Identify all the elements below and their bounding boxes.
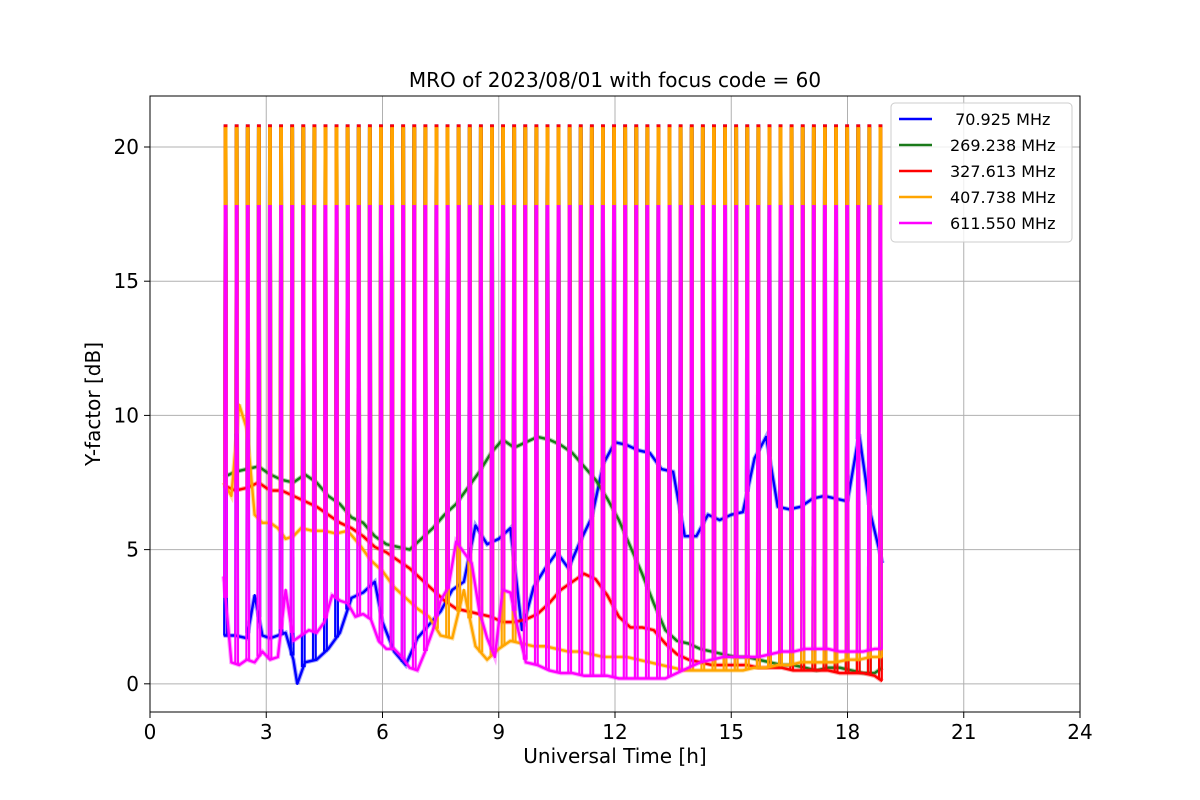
series-noise-band xyxy=(222,479,884,683)
calibration-spike xyxy=(311,204,317,633)
series-baseline-line xyxy=(223,481,884,683)
calibration-spike xyxy=(600,204,606,676)
calibration-spike xyxy=(467,204,473,561)
calibration-spike xyxy=(766,204,772,655)
series-noise-band xyxy=(222,434,884,676)
calibration-spike xyxy=(533,204,539,665)
legend-label: 327.613 MHz xyxy=(950,162,1055,181)
series-layer xyxy=(221,124,885,686)
legend-label: 611.550 MHz xyxy=(950,214,1055,233)
chart-title: MRO of 2023/08/01 with focus code = 60 xyxy=(409,68,821,92)
calibration-spike xyxy=(678,204,684,672)
legend: 70.925 MHz 269.238 MHz 327.613 MHz 407.738 … xyxy=(890,102,1073,243)
calibration-spike xyxy=(877,204,883,649)
calibration-spike xyxy=(367,204,373,619)
calibration-spike xyxy=(289,204,295,633)
calibration-spike xyxy=(633,204,639,679)
calibration-spike xyxy=(500,204,506,591)
y-tick-label: 5 xyxy=(126,538,139,562)
calibration-spike xyxy=(378,204,384,644)
calibration-spike xyxy=(844,204,850,652)
calibration-spike xyxy=(234,204,240,665)
y-tick-label: 10 xyxy=(114,403,139,427)
calibration-spike xyxy=(778,204,783,652)
calibration-spike xyxy=(722,204,728,657)
calibration-spike xyxy=(700,204,706,662)
x-tick-label: 9 xyxy=(492,720,505,744)
series-4 xyxy=(221,204,883,681)
calibration-spike xyxy=(866,204,872,651)
calibration-spike xyxy=(256,204,262,657)
calibration-spike xyxy=(278,204,284,630)
calibration-spike xyxy=(400,204,406,659)
x-axis-label: Universal Time [h] xyxy=(523,744,706,768)
x-tick-label: 0 xyxy=(144,720,157,744)
legend-label: 269.238 MHz xyxy=(950,136,1055,155)
calibration-spike xyxy=(389,204,395,649)
calibration-spike xyxy=(667,204,672,677)
calibration-spike xyxy=(422,204,428,651)
calibration-spike xyxy=(611,204,617,678)
calibration-spike xyxy=(755,204,761,657)
calibration-spike xyxy=(644,204,650,679)
calibration-spike xyxy=(323,204,328,619)
calibration-spike xyxy=(334,204,340,599)
calibration-spike xyxy=(267,204,273,660)
x-tick-label: 21 xyxy=(951,720,976,744)
calibration-spike xyxy=(245,204,251,660)
x-tick-label: 6 xyxy=(376,720,389,744)
calibration-spike xyxy=(434,204,439,617)
calibration-spike xyxy=(356,204,362,616)
calibration-spike xyxy=(811,204,817,649)
legend-label: 70.925 MHz xyxy=(950,110,1050,129)
calibration-spike xyxy=(411,204,417,670)
calibration-spike xyxy=(511,204,517,611)
x-tick-label: 18 xyxy=(835,720,860,744)
calibration-spike xyxy=(733,204,739,657)
series-baseline-line xyxy=(223,435,884,675)
calibration-spike xyxy=(567,204,573,674)
calibration-spike xyxy=(223,204,229,598)
ticks: 0 3 6 9 12 15 18 21 24 0 5 10 15 20 xyxy=(114,135,1093,744)
calibration-spike xyxy=(556,204,562,673)
legend-frame xyxy=(890,102,1073,243)
calibration-spike xyxy=(489,204,495,650)
calibration-spike xyxy=(800,204,806,650)
calibration-spike xyxy=(345,204,351,604)
calibration-spike xyxy=(478,204,484,617)
calibration-spike xyxy=(445,204,451,589)
y-tick-label: 20 xyxy=(114,135,139,159)
calibration-spike xyxy=(744,204,750,657)
legend-label: 407.738 MHz xyxy=(950,188,1055,207)
calibration-spike xyxy=(589,204,595,676)
y-tick-label: 15 xyxy=(114,269,139,293)
calibration-spike xyxy=(655,204,661,679)
calibration-spike xyxy=(789,204,795,652)
calibration-spike xyxy=(855,204,861,652)
y-axis-label: Y-factor [dB] xyxy=(81,342,105,467)
calibration-spike xyxy=(622,204,628,679)
calibration-spike xyxy=(711,204,717,660)
calibration-spike xyxy=(300,204,306,635)
calibration-spike xyxy=(578,204,584,676)
y-tick-label: 0 xyxy=(126,672,139,696)
calibration-spike xyxy=(833,204,839,651)
calibration-spike xyxy=(522,204,528,660)
calibration-spike xyxy=(689,204,695,667)
x-tick-label: 15 xyxy=(719,720,744,744)
x-tick-label: 12 xyxy=(602,720,627,744)
calibration-spike xyxy=(544,204,550,670)
x-tick-label: 24 xyxy=(1067,720,1092,744)
x-tick-label: 3 xyxy=(260,720,273,744)
calibration-spike xyxy=(822,204,828,649)
calibration-spike xyxy=(456,204,462,546)
